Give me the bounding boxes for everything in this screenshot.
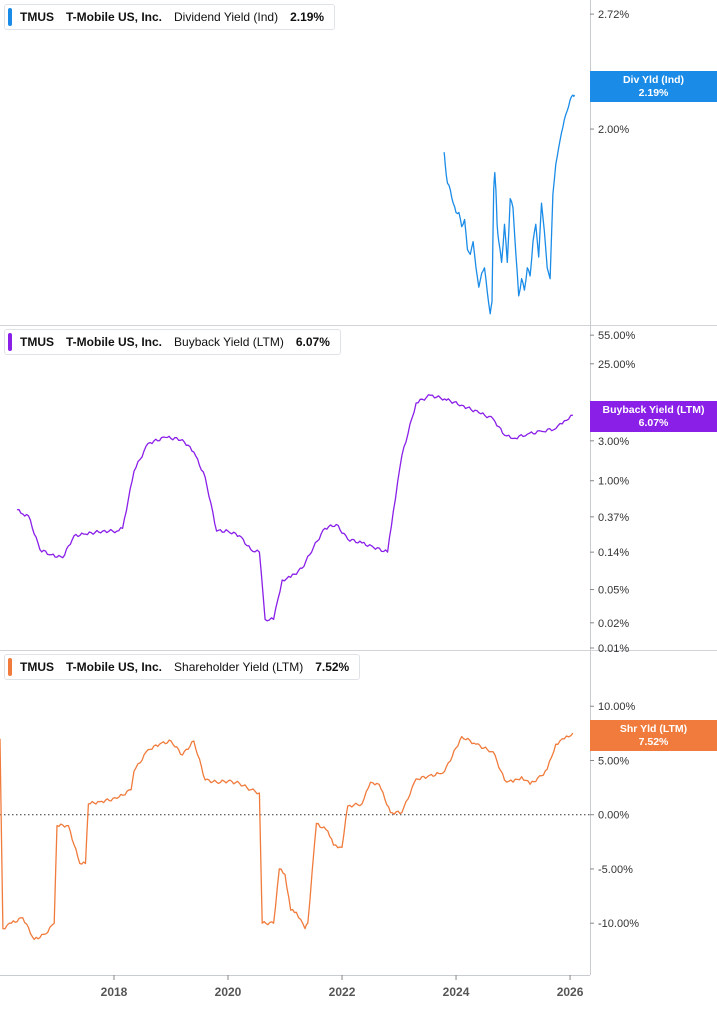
y-tick-label: 0.14%	[598, 547, 629, 559]
tag-value: 2.19%	[638, 86, 669, 99]
legend-metric: Buyback Yield (LTM)	[174, 335, 284, 349]
y-tick-label: 0.00%	[598, 810, 629, 822]
series-line	[443, 94, 576, 315]
legend-ticker: TMUS	[20, 335, 54, 349]
tag-label: Div Yld (Ind)	[622, 73, 685, 86]
y-tick-label: 3.00%	[598, 436, 629, 448]
legend-value: 2.19%	[290, 10, 325, 24]
tag-value: 6.07%	[638, 416, 669, 429]
y-tick-label: 55.00%	[598, 330, 636, 342]
y-tick-label: 10.00%	[598, 701, 636, 713]
y-tick-label: 2.72%	[598, 9, 629, 21]
legend-metric: Shareholder Yield (LTM)	[174, 660, 304, 674]
last-value-tag: Buyback Yield (LTM) 6.07%	[590, 401, 717, 432]
y-tick-label: 2.00%	[598, 124, 629, 136]
legend-swatch	[8, 8, 12, 26]
last-value-tag: Shr Yld (LTM) 7.52%	[590, 720, 717, 751]
legend-value: 6.07%	[295, 335, 330, 349]
legend-box[interactable]: TMUS T-Mobile US, Inc. Shareholder Yield (…	[4, 654, 361, 680]
y-tick-label: -5.00%	[598, 864, 633, 876]
series-line	[0, 732, 574, 941]
y-tick-label: -10.00%	[598, 918, 639, 930]
y-tick-label: 1.00%	[598, 476, 629, 488]
series-line	[17, 394, 573, 622]
x-tick-label: 2024	[443, 985, 470, 999]
y-tick-label: 5.00%	[598, 755, 629, 767]
legend-ticker: TMUS	[20, 10, 54, 24]
legend-value: 7.52%	[315, 660, 350, 674]
tag-value: 7.52%	[638, 735, 669, 748]
tag-label: Shr Yld (LTM)	[619, 722, 688, 735]
legend-ticker: TMUS	[20, 660, 54, 674]
y-tick-label: 0.01%	[598, 643, 629, 655]
x-tick-label: 2018	[101, 985, 128, 999]
legend-company: T-Mobile US, Inc.	[66, 335, 163, 349]
y-tick-label: 0.37%	[598, 512, 629, 524]
tag-label: Buyback Yield (LTM)	[602, 403, 705, 416]
x-tick-label: 2020	[215, 985, 242, 999]
legend-company: T-Mobile US, Inc.	[66, 660, 163, 674]
legend-company: T-Mobile US, Inc.	[66, 10, 163, 24]
legend-box[interactable]: TMUS T-Mobile US, Inc. Dividend Yield (Ind…	[4, 4, 336, 30]
legend-swatch	[8, 658, 12, 676]
y-tick-label: 0.05%	[598, 585, 629, 597]
y-tick-label: 0.02%	[598, 618, 629, 630]
legend-metric: Dividend Yield (Ind)	[174, 10, 279, 24]
last-value-tag: Div Yld (Ind) 2.19%	[590, 71, 717, 102]
x-tick-label: 2022	[329, 985, 356, 999]
x-tick-label: 2026	[557, 985, 584, 999]
y-tick-label: 25.00%	[598, 359, 636, 371]
legend-swatch	[8, 333, 12, 351]
legend-box[interactable]: TMUS T-Mobile US, Inc. Buyback Yield (LTM)…	[4, 329, 341, 355]
